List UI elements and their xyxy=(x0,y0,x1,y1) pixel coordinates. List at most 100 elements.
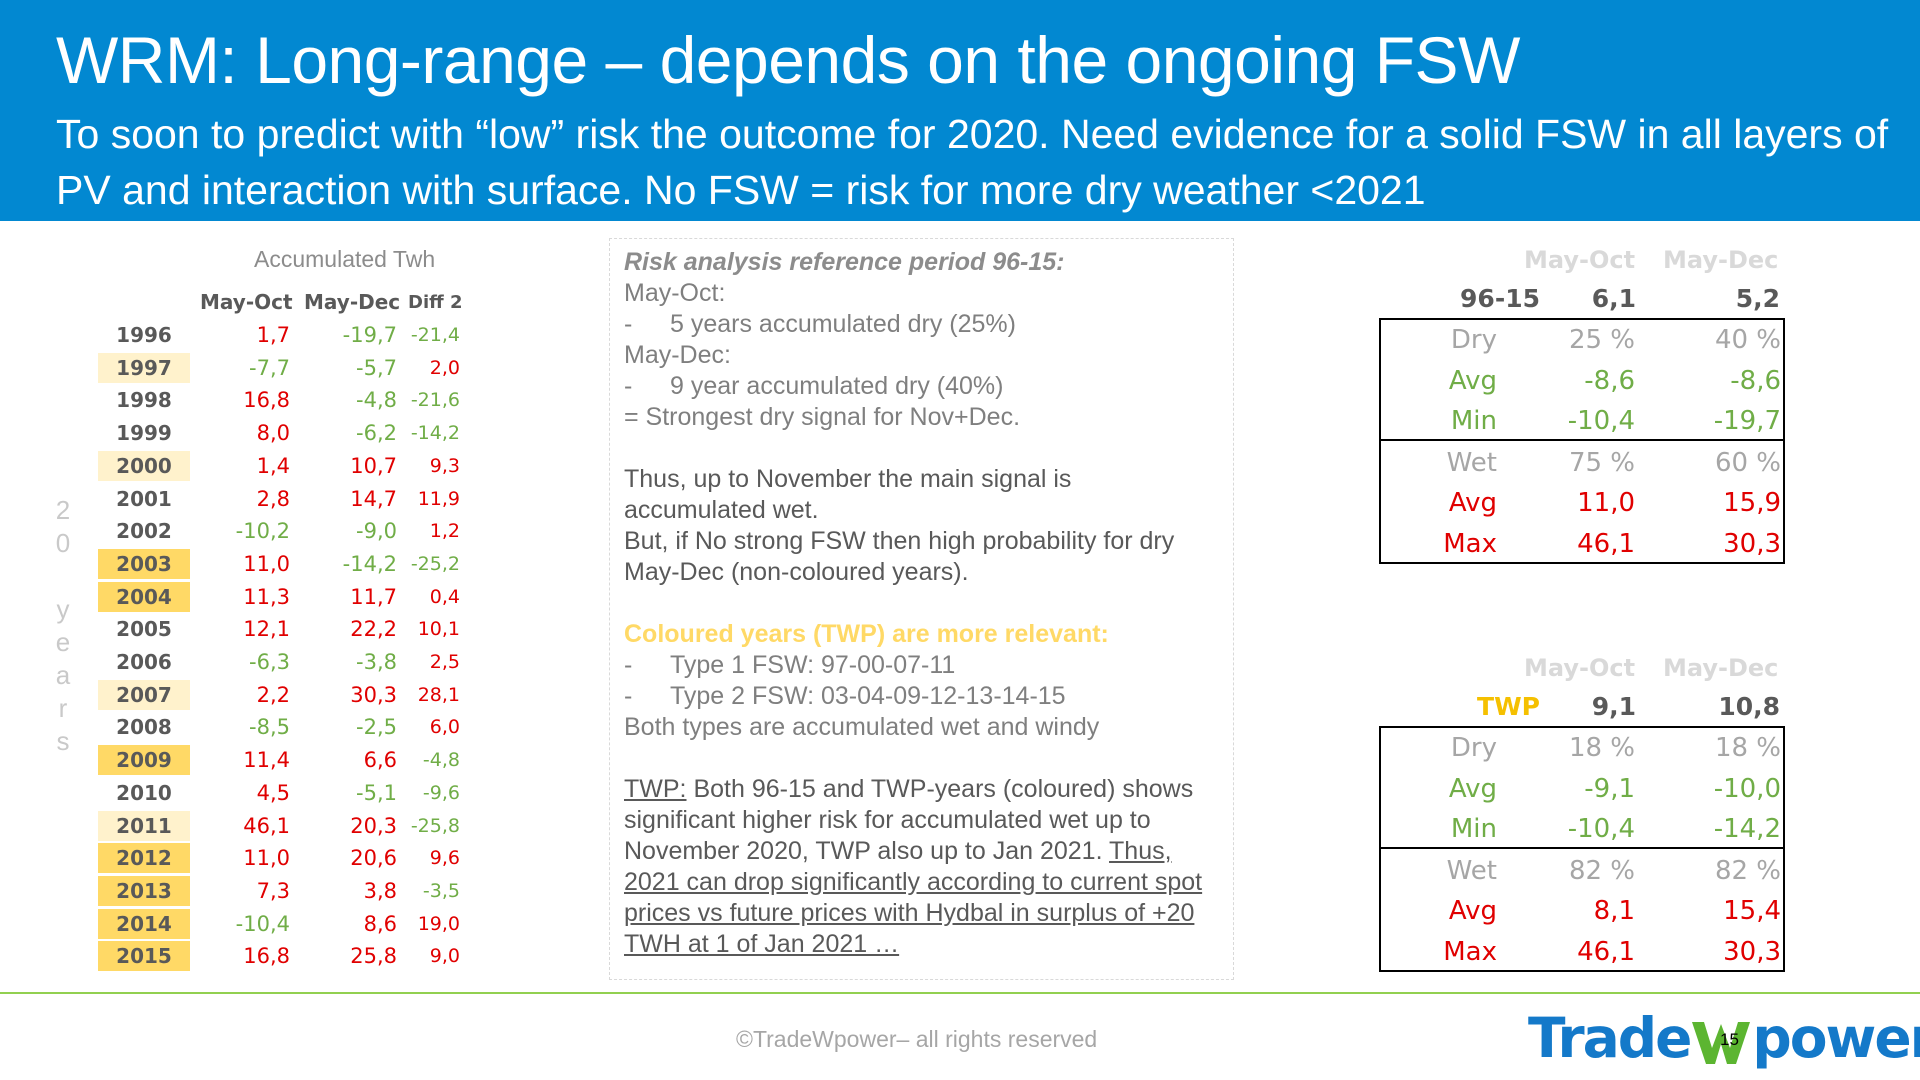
stats-row: Min -10,4 -19,7 xyxy=(1378,401,1788,441)
vertical-letter: 2 xyxy=(55,495,71,525)
vertical-letter: e xyxy=(55,627,71,657)
value-cell: 14,7 xyxy=(350,486,397,511)
year-cell: 2007 xyxy=(98,679,190,710)
value-cell: 7,3 xyxy=(256,878,290,903)
text-line: Type 2 FSW: 03-04-09-12-13-14-15 xyxy=(624,681,1219,712)
accumulated-title: Accumulated Twh xyxy=(254,246,436,272)
stats-value: -19,7 xyxy=(1713,406,1781,437)
value-cell: 11,0 xyxy=(243,846,290,871)
year-cell: 1999 xyxy=(116,421,172,446)
year-cell: 2001 xyxy=(116,486,172,511)
text-line: 9 year accumulated dry (40%) xyxy=(624,371,1219,402)
text-line: May-Dec: xyxy=(624,341,731,369)
stats-label: Max xyxy=(1443,937,1497,967)
value-cell: -6,2 xyxy=(356,421,397,446)
vertical-letter: y xyxy=(56,594,70,624)
stats-label: Min xyxy=(1450,814,1497,845)
table-row: 2015 16,8 25,8 9,0 xyxy=(0,941,470,974)
stats-row: Wet 75 % 60 % xyxy=(1378,443,1788,483)
value-cell: 8,6 xyxy=(363,911,397,936)
value-cell: 1,2 xyxy=(429,520,460,543)
year-cell: 2014 xyxy=(98,908,190,939)
value-cell: -14,2 xyxy=(342,551,397,576)
value-cell: -7,7 xyxy=(249,355,290,380)
stats-row: Max 46,1 30,3 xyxy=(1378,932,1788,972)
twp-text: Both 96-15 and TWP-years (coloured) show… xyxy=(624,775,1194,865)
table-row: 1999 8,0 -6,2 -14,2 xyxy=(0,418,470,451)
table-row: 2002 -10,2 -9,0 1,2 xyxy=(0,516,470,549)
value-cell: 3,8 xyxy=(363,878,397,903)
year-cell: 2009 xyxy=(98,745,190,776)
value-cell: -5,1 xyxy=(356,780,397,805)
summary-value: 10,8 xyxy=(1718,692,1780,721)
value-cell: 9,3 xyxy=(429,454,460,477)
year-cell: 1997 xyxy=(98,352,190,383)
value-cell: 30,3 xyxy=(350,682,397,707)
year-cell: 2008 xyxy=(116,715,172,740)
value-cell: -2,5 xyxy=(356,715,397,740)
stats-value: -14,2 xyxy=(1713,814,1781,845)
risk-heading: Risk analysis reference period 96-15: xyxy=(624,248,1065,276)
value-cell: -25,8 xyxy=(410,814,460,837)
value-cell: 10,7 xyxy=(350,453,397,478)
stats-row: Max 46,1 30,3 xyxy=(1378,524,1788,564)
stats-value: 18 % xyxy=(1568,733,1635,763)
value-cell: -6,3 xyxy=(249,650,290,674)
coloured-years-heading: Coloured years (TWP) are more relevant: xyxy=(624,620,1109,648)
summary-label: TWP xyxy=(1477,692,1540,721)
value-cell: 46,1 xyxy=(243,813,290,838)
value-cell: -19,7 xyxy=(342,323,397,347)
stats-value: 60 % xyxy=(1714,447,1781,478)
year-cell: 2006 xyxy=(116,650,172,674)
year-cell: 2005 xyxy=(116,617,172,642)
stats-value: 46,1 xyxy=(1577,937,1635,967)
value-cell: 1,7 xyxy=(256,323,290,347)
year-cell: 2015 xyxy=(98,941,190,972)
year-cell: 1998 xyxy=(116,388,172,413)
stats-value: 25 % xyxy=(1568,325,1635,355)
stats-box xyxy=(1379,318,1785,564)
stats-value: 30,3 xyxy=(1723,937,1781,967)
value-cell: 25,8 xyxy=(350,944,397,969)
stats-value: 82 % xyxy=(1568,855,1635,886)
value-cell: 2,8 xyxy=(256,486,290,511)
value-cell: 9,0 xyxy=(429,945,460,968)
value-cell: 22,2 xyxy=(350,617,397,642)
vertical-letter: a xyxy=(55,660,71,690)
value-cell: 2,5 xyxy=(429,651,460,673)
stats-value: -8,6 xyxy=(1584,365,1635,396)
col-header-may-dec: May-Dec xyxy=(1663,246,1779,274)
summary-value: 5,2 xyxy=(1735,284,1780,313)
year-cell: 2011 xyxy=(98,810,190,841)
stats-value: -10,4 xyxy=(1567,406,1635,437)
year-cell: 2003 xyxy=(98,548,190,579)
year-cell: 2010 xyxy=(116,780,172,805)
risk-analysis-box: Risk analysis reference period 96-15: Ma… xyxy=(609,238,1234,980)
value-cell: 11,0 xyxy=(243,551,290,576)
value-cell: 16,8 xyxy=(243,388,290,413)
twp-paragraph: TWP: Both 96-15 and TWP-years (coloured)… xyxy=(624,774,1219,960)
year-cell: 2013 xyxy=(98,875,190,906)
stats-row: Avg 11,0 15,9 xyxy=(1378,483,1788,523)
stats-row: Min -10,4 -14,2 xyxy=(1378,809,1788,849)
table-row: 2007 2,2 30,3 28,1 xyxy=(0,679,470,713)
value-cell: -4,8 xyxy=(356,388,397,413)
stats-row: Avg 8,1 15,4 xyxy=(1378,891,1788,931)
stats-label: Max xyxy=(1443,529,1497,559)
stats-value: 40 % xyxy=(1714,325,1781,355)
vertical-letter: 0 xyxy=(55,528,71,558)
text-line: Thus, up to November the main signal is … xyxy=(624,465,1072,524)
value-cell: 2,0 xyxy=(429,356,460,379)
stats-value: 30,3 xyxy=(1723,529,1781,559)
vertical-letter: r xyxy=(58,693,68,723)
text-line: May-Oct: xyxy=(624,279,726,307)
year-cell: 2002 xyxy=(116,519,172,544)
stats-row: Wet 82 % 82 % xyxy=(1378,851,1788,891)
value-cell: -10,2 xyxy=(235,519,290,544)
value-cell: -9,6 xyxy=(422,781,460,804)
value-cell: 10,1 xyxy=(417,618,460,641)
page-title: WRM: Long-range – depends on the ongoing… xyxy=(56,23,1520,97)
text-line: Type 1 FSW: 97-00-07-11 xyxy=(624,650,1219,681)
stats-value: 18 % xyxy=(1714,733,1781,763)
stats-row: Avg -8,6 -8,6 xyxy=(1378,361,1788,401)
